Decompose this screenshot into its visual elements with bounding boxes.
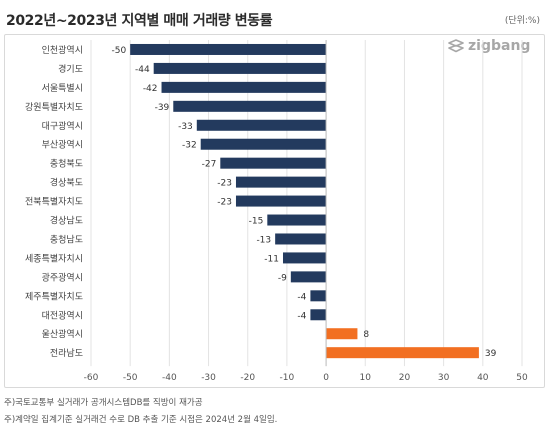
data-label: 8 <box>363 330 369 340</box>
x-tick-label: 40 <box>477 373 489 383</box>
source-note: 주)국토교통부 실거래가 공개시스템DB를 직방이 재가공 <box>4 398 203 408</box>
bar <box>267 214 327 226</box>
data-label: -23 <box>217 198 232 208</box>
data-label: -23 <box>217 179 232 189</box>
x-tick-label: -20 <box>240 373 255 383</box>
x-tick-label: -30 <box>201 373 216 383</box>
x-tick-label: -50 <box>123 373 138 383</box>
category-label: 전라남도 <box>50 348 83 359</box>
zigbang-logo: zigbang <box>448 38 530 54</box>
x-tick-label: -10 <box>280 373 295 383</box>
data-label: -33 <box>178 122 193 132</box>
category-label: 대구광역시 <box>42 120 83 132</box>
bar <box>220 157 327 169</box>
data-label: -44 <box>135 65 150 75</box>
bar <box>235 195 327 207</box>
category-label: 울산광역시 <box>42 328 83 340</box>
category-label: 인천광역시 <box>42 44 83 56</box>
zigbang-logo-text: zigbang <box>468 38 531 54</box>
category-label: 강원특별자치도 <box>25 101 83 113</box>
bar <box>310 309 327 321</box>
unit-label: (단위:%) <box>504 16 540 26</box>
data-label: -39 <box>155 103 170 113</box>
bar <box>130 43 327 55</box>
data-label: -15 <box>249 217 264 227</box>
category-label: 경기도 <box>58 63 83 75</box>
chart-title: 2022년~2023년 지역별 매매 거래량 변동률 <box>6 13 273 29</box>
bar <box>310 290 327 302</box>
category-label: 서울특별시 <box>42 83 83 94</box>
data-label: -4 <box>297 292 306 302</box>
x-tick-label: -40 <box>162 373 177 383</box>
bar <box>290 271 327 283</box>
data-label: -32 <box>182 141 197 151</box>
category-label: 대전광역시 <box>42 309 83 321</box>
chart-panel <box>4 34 545 388</box>
category-label: 세종특별자치시 <box>25 252 83 264</box>
bar <box>275 233 327 245</box>
data-label: 39 <box>485 349 497 359</box>
x-tick-label: 30 <box>438 373 450 383</box>
x-tick-label: 50 <box>516 373 528 383</box>
bar <box>326 328 358 340</box>
data-label: -50 <box>111 46 126 56</box>
data-label: -27 <box>202 160 217 170</box>
x-tick-label: 10 <box>360 373 372 383</box>
category-label: 부산광역시 <box>42 139 83 151</box>
data-label: -11 <box>264 254 279 264</box>
category-label: 경상남도 <box>50 215 83 227</box>
bar <box>200 138 327 150</box>
data-label: -9 <box>278 273 287 283</box>
x-tick-label: -60 <box>84 373 99 383</box>
bar <box>161 81 327 93</box>
zigbang-logo-icon <box>448 39 464 53</box>
date-note: 주)계약일 집계기준 실거래건 수로 DB 추출 기준 시점은 2024년 2월… <box>4 415 278 425</box>
bar <box>282 252 327 264</box>
bar <box>173 100 327 112</box>
category-label: 광주광역시 <box>42 271 83 283</box>
category-label: 충청북도 <box>50 159 83 170</box>
category-label: 제주특별자치도 <box>25 290 83 302</box>
x-tick-label: 20 <box>399 373 411 383</box>
category-label: 경상북도 <box>50 177 83 189</box>
bar <box>196 119 327 131</box>
data-label: -13 <box>256 235 271 245</box>
bar <box>326 347 479 359</box>
data-label: -4 <box>297 311 306 321</box>
data-label: -42 <box>143 84 158 94</box>
bar <box>153 62 327 74</box>
category-label: 전북특별자치도 <box>25 196 83 208</box>
x-tick-label: 0 <box>323 373 329 383</box>
category-label: 충청남도 <box>50 234 83 245</box>
bar <box>235 176 327 188</box>
